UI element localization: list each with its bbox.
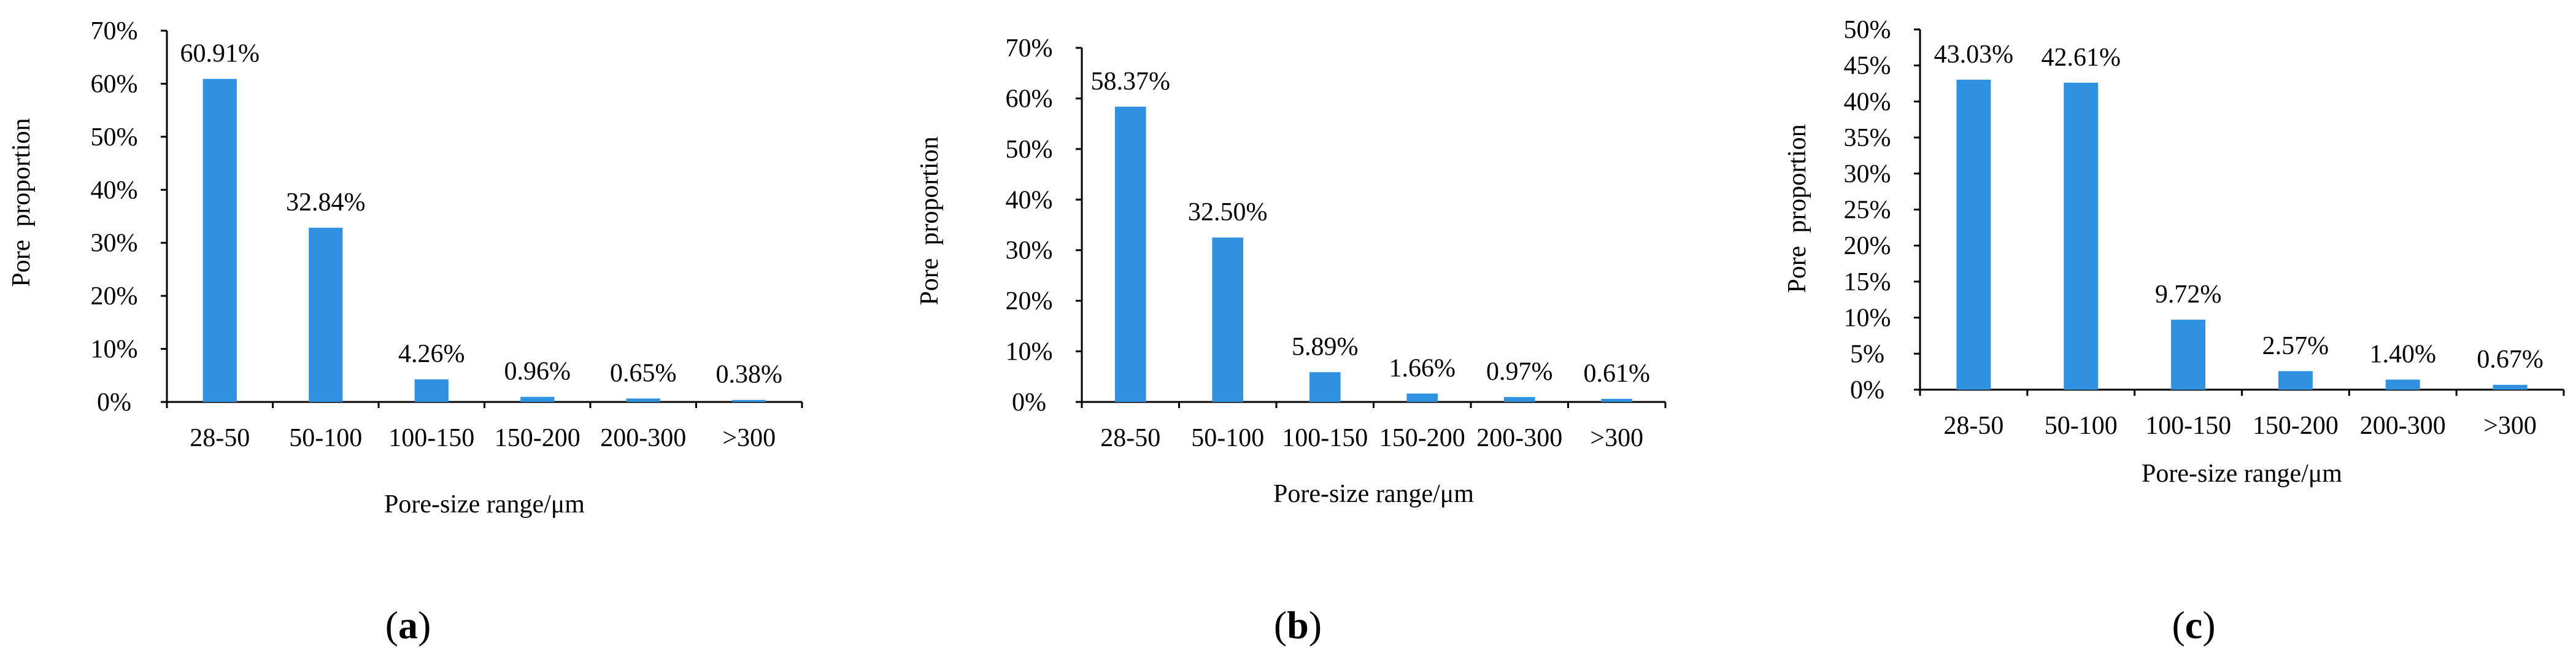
- y-tick-label: 50%: [91, 123, 138, 152]
- y-tick-label: 60%: [91, 70, 138, 98]
- y-tick-label: 30%: [1006, 237, 1053, 265]
- data-label: 4.26%: [398, 340, 465, 368]
- bar-50-100: [2064, 82, 2099, 390]
- data-label: 60.91%: [180, 40, 260, 68]
- x-tick-label: 100-150: [1282, 424, 1368, 452]
- x-axis-title: Pore-size range/μm: [2142, 460, 2342, 488]
- y-tick-label: 0%: [1012, 388, 1046, 417]
- data-label: 1.40%: [2370, 341, 2437, 369]
- chart-panel-c: 0% 5% 10% 15% 20% 25% 30% 35% 40% 45% 50% 43.03% 28-…: [1783, 16, 2565, 647]
- x-tick-label: 150-200: [495, 424, 580, 452]
- y-tick-label: 30%: [91, 230, 138, 258]
- bar-100-150: [1309, 372, 1341, 402]
- y-tick-label: 20%: [91, 282, 138, 311]
- bar-100-150: [2171, 319, 2206, 390]
- data-label: 0.97%: [1486, 358, 1553, 386]
- y-tick-label: 10%: [1006, 338, 1053, 366]
- y-tick-label: 15%: [1844, 268, 1891, 296]
- data-label: 0.65%: [610, 359, 677, 387]
- y-tick-label: 20%: [1844, 232, 1891, 260]
- x-tick-label: 50-100: [289, 424, 362, 452]
- data-label: 0.38%: [716, 361, 783, 389]
- x-tick-label: 150-200: [2253, 412, 2339, 440]
- chart-panel-a: 0% 10% 20% 30% 40% 50% 60% 70% 60.91% 28-50 32.84%…: [7, 17, 803, 647]
- data-label: 0.96%: [504, 358, 571, 386]
- x-axis-title: Pore-size range/μm: [1273, 480, 1474, 508]
- data-label: 58.37%: [1091, 68, 1171, 96]
- y-tick-label: 25%: [1844, 196, 1891, 225]
- x-tick-label: 100-150: [2145, 412, 2231, 440]
- y-tick-label: 0%: [1850, 376, 1884, 404]
- data-label: 32.84%: [286, 188, 366, 217]
- bar-28-50: [1114, 106, 1146, 402]
- y-tick-label: 10%: [1844, 304, 1891, 333]
- x-tick-label: >300: [2483, 412, 2537, 440]
- chart-panel-b: 0% 10% 20% 30% 40% 50% 60% 70% 58.37% 28-50 32.50%…: [916, 34, 1667, 647]
- data-label: 0.61%: [1584, 360, 1651, 388]
- data-label: 42.61%: [2042, 44, 2121, 72]
- x-tick-label: 100-150: [388, 424, 474, 452]
- bar-150-200: [1406, 393, 1438, 402]
- y-tick-label: 40%: [1844, 88, 1891, 116]
- panel-letter: b: [1287, 603, 1309, 647]
- x-tick-label: 200-300: [1476, 424, 1562, 452]
- bar-150-200: [520, 396, 555, 402]
- bar->300: [732, 399, 766, 402]
- panel-label: (c): [2172, 603, 2215, 647]
- x-tick-label: 28-50: [1100, 424, 1160, 452]
- data-label: 0.67%: [2477, 345, 2543, 374]
- bar-28-50: [202, 79, 237, 402]
- y-tick-label: 45%: [1844, 52, 1891, 80]
- bar->300: [2493, 385, 2528, 390]
- bar-50-100: [1212, 237, 1244, 402]
- x-tick-label: 50-100: [1191, 424, 1264, 452]
- y-tick-label: 0%: [97, 388, 131, 417]
- y-tick-label: 30%: [1844, 160, 1891, 188]
- y-tick-label: 10%: [91, 336, 138, 364]
- panel-letter: a: [398, 603, 418, 647]
- y-tick-label: 70%: [91, 17, 138, 45]
- data-label: 9.72%: [2155, 280, 2222, 309]
- y-tick-label: 35%: [1844, 124, 1891, 152]
- bar-50-100: [309, 228, 343, 402]
- data-label: 1.66%: [1389, 354, 1456, 382]
- y-tick-label: 20%: [1006, 287, 1053, 315]
- data-label: 5.89%: [1292, 333, 1359, 361]
- y-tick-label: 70%: [1006, 34, 1053, 63]
- y-tick-label: 5%: [1850, 340, 1884, 368]
- bar->300: [1601, 398, 1633, 402]
- x-tick-label: >300: [722, 424, 776, 452]
- bar-100-150: [414, 379, 449, 402]
- y-tick-label: 50%: [1844, 16, 1891, 44]
- y-tick-label: 40%: [1006, 186, 1053, 214]
- bar-200-300: [626, 398, 660, 402]
- bar-150-200: [2278, 371, 2313, 390]
- bar-200-300: [2385, 379, 2420, 390]
- x-tick-label: 28-50: [190, 424, 250, 452]
- x-tick-label: 28-50: [1943, 412, 2003, 440]
- data-label: 32.50%: [1188, 198, 1268, 226]
- panel-label: (a): [385, 603, 431, 647]
- y-axis-title: Pore proportion: [7, 118, 36, 287]
- y-tick-label: 50%: [1006, 136, 1053, 164]
- x-tick-label: 50-100: [2045, 412, 2118, 440]
- panel-letter: c: [2185, 603, 2202, 647]
- x-tick-label: >300: [1590, 424, 1643, 452]
- y-tick-label: 60%: [1006, 85, 1053, 113]
- x-tick-label: 200-300: [2360, 412, 2446, 440]
- y-tick-label: 40%: [91, 176, 138, 204]
- y-axis-title: Pore proportion: [1783, 124, 1811, 293]
- bar-28-50: [1956, 79, 1991, 390]
- data-label: 43.03%: [1934, 41, 2014, 69]
- y-axis-title: Pore proportion: [916, 136, 944, 305]
- data-label: 2.57%: [2262, 332, 2329, 360]
- x-tick-label: 150-200: [1379, 424, 1465, 452]
- bar-200-300: [1503, 397, 1535, 402]
- x-axis-title: Pore-size range/μm: [384, 490, 585, 519]
- panel-label: (b): [1274, 603, 1322, 647]
- x-tick-label: 200-300: [600, 424, 686, 452]
